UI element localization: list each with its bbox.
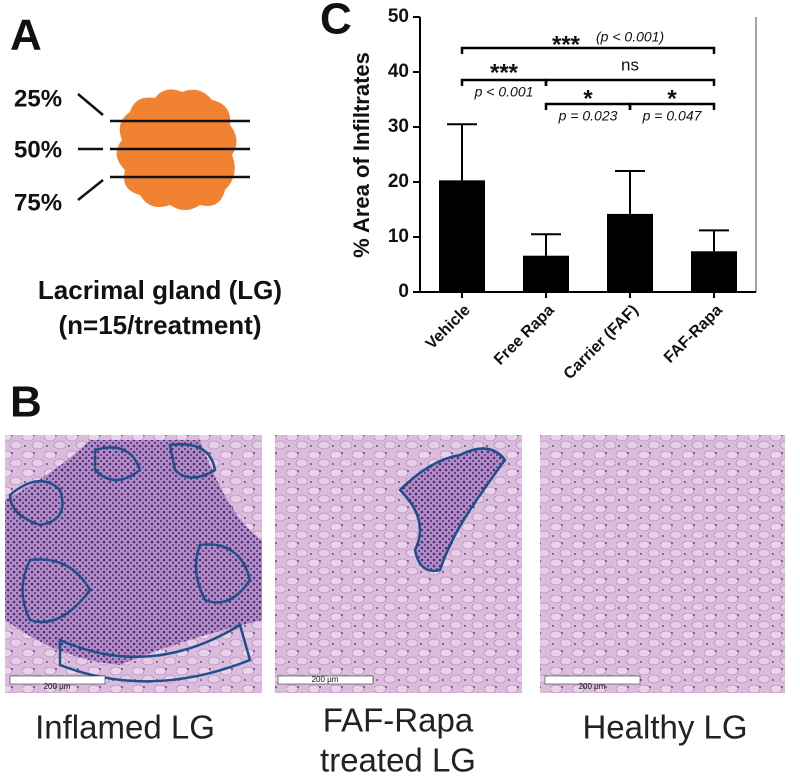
panel-label: C <box>320 0 352 44</box>
gland-subtitle: (n=15/treatment) <box>59 310 262 340</box>
y-tick-label: 20 <box>388 171 409 192</box>
p-value: p = 0.047 <box>642 108 703 124</box>
level-label: 25% <box>14 85 62 112</box>
significance-bracket <box>544 78 716 86</box>
gland-title: Lacrimal gland (LG) <box>38 275 282 305</box>
x-tick-label: Vehicle <box>423 302 474 353</box>
scale-bar-label: 200 μm <box>579 682 606 691</box>
bar <box>607 213 653 292</box>
significance-label: *** <box>552 31 581 58</box>
y-tick-label: 10 <box>388 226 409 247</box>
p-value: (p < 0.001) <box>596 29 664 45</box>
significance-bracket <box>628 102 716 110</box>
image-caption: FAF-Rapa <box>323 702 474 739</box>
significance-bracket <box>460 46 716 54</box>
histology-treated <box>275 435 522 693</box>
y-tick-label: 50 <box>388 6 409 27</box>
bar <box>439 180 485 292</box>
level-label: 75% <box>14 189 62 216</box>
y-axis-label: % Area of Infiltrates <box>349 52 374 258</box>
image-caption: Inflamed LG <box>35 709 215 746</box>
x-tick-label: Free Rapa <box>491 302 558 369</box>
histology-healthy <box>540 435 785 693</box>
p-value: p < 0.001 <box>474 84 534 100</box>
significance-label: ns <box>621 55 639 74</box>
bar <box>691 251 737 292</box>
significance-label: * <box>583 85 593 112</box>
scale-bar-label: 200 μm <box>312 675 339 684</box>
y-tick-label: 40 <box>388 61 409 82</box>
p-value: p = 0.023 <box>558 108 618 124</box>
image-caption: treated LG <box>320 742 476 779</box>
significance-label: *** <box>490 59 519 86</box>
scale-bar-label: 200 μm <box>44 682 71 691</box>
y-tick-label: 30 <box>388 116 409 137</box>
histology-inflamed <box>5 435 262 693</box>
level-label: 50% <box>14 136 62 163</box>
image-caption: Healthy LG <box>582 709 747 746</box>
y-tick-label: 0 <box>398 281 409 302</box>
bar <box>523 255 569 292</box>
x-tick-label: FAF-Rapa <box>661 302 726 367</box>
significance-label: * <box>667 85 677 112</box>
x-tick-label: Carrier (FAF) <box>561 302 642 383</box>
gland-shape <box>77 89 250 210</box>
panel-label: B <box>10 378 42 427</box>
panel-label: A <box>10 11 42 60</box>
